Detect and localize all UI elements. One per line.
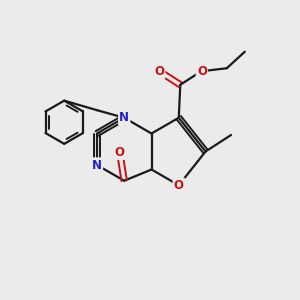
Text: O: O [115,146,125,159]
Text: O: O [174,179,184,192]
Text: N: N [119,111,129,124]
Text: N: N [92,158,102,172]
Text: O: O [154,65,164,78]
Text: O: O [197,65,207,78]
